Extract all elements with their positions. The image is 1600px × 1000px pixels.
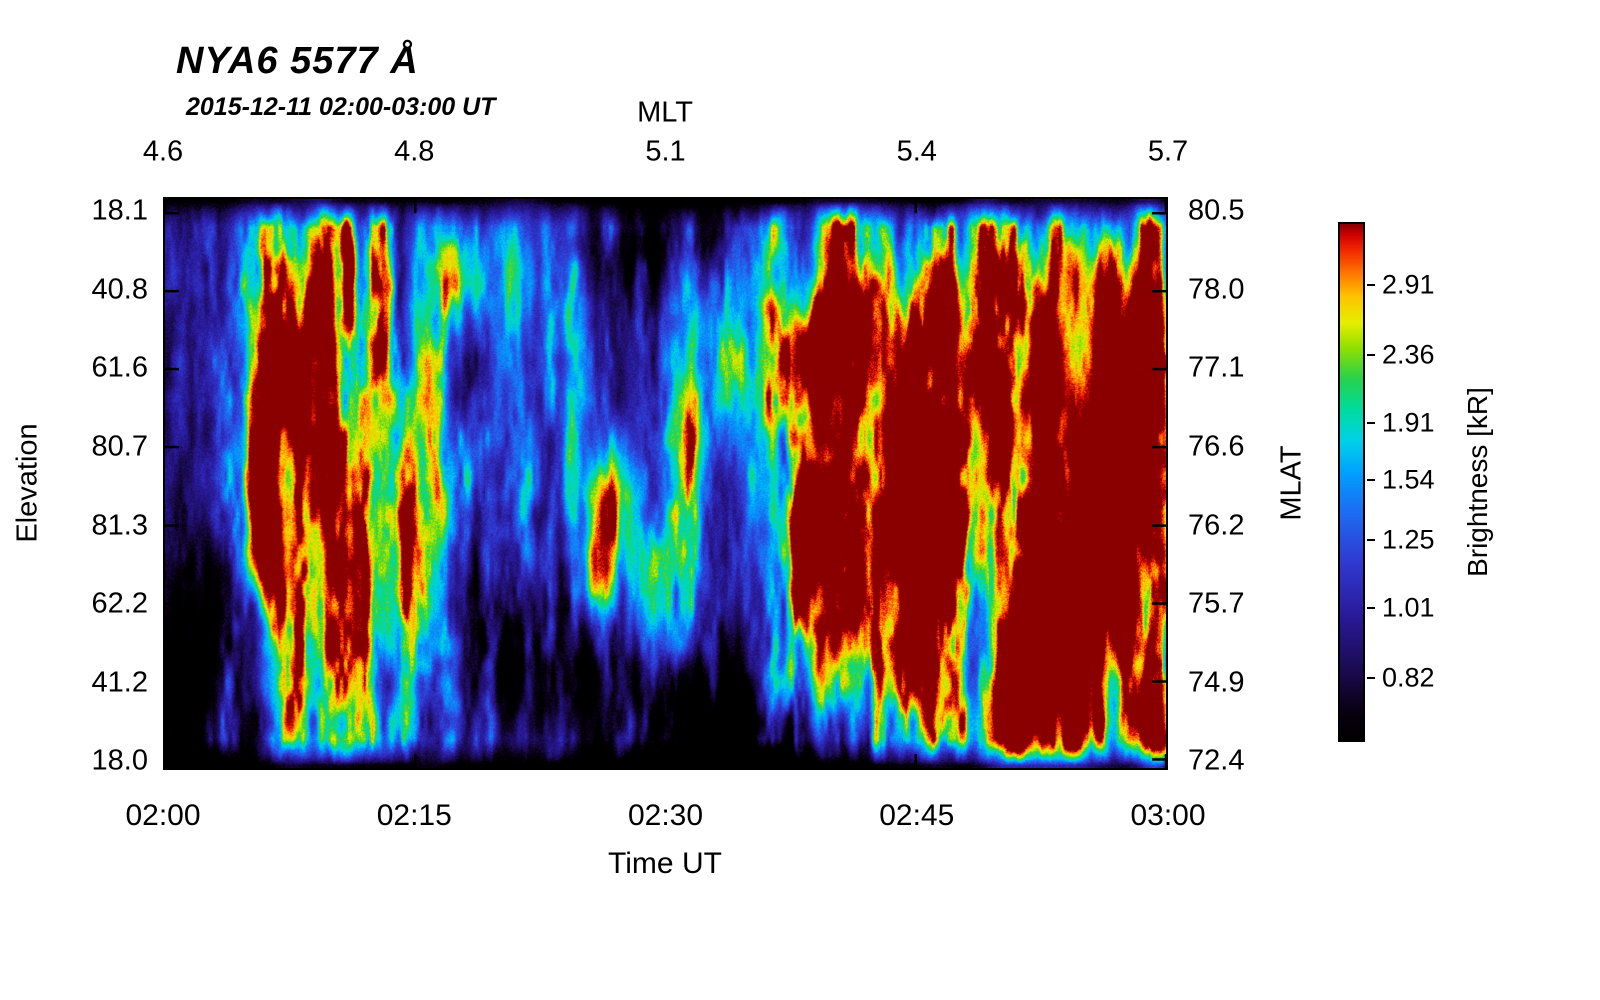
left-tick-label: 81.3 (91, 509, 148, 542)
colorbar-tick-label: 0.82 (1382, 662, 1435, 693)
right-tick-label: 75.7 (1188, 587, 1245, 620)
colorbar-tick-mark (1367, 677, 1375, 680)
plot-subtitle: 2015-12-11 02:00-03:00 UT (186, 93, 496, 121)
colorbar-tick-label: 2.36 (1382, 339, 1435, 370)
colorbar-title: Brightness [kR] (1462, 387, 1493, 577)
colorbar-tick-label: 1.91 (1382, 407, 1435, 438)
top-tick-label: 5.7 (1147, 135, 1189, 168)
heatmap-plot-area (163, 197, 1168, 770)
left-tick-label: 18.0 (91, 744, 148, 777)
colorbar-tick-mark (1367, 422, 1375, 425)
plot-title: NYA6 5577 Å (176, 40, 419, 82)
colorbar-tick-label: 1.25 (1382, 524, 1435, 555)
top-axis-title: MLT (637, 96, 693, 129)
bottom-tick-label: 03:00 (1130, 799, 1206, 832)
right-tick-label: 74.9 (1188, 666, 1245, 699)
left-tick-label: 80.7 (91, 430, 148, 463)
left-tick-label: 61.6 (91, 351, 148, 384)
colorbar-tick-mark (1367, 539, 1375, 542)
right-tick-label: 80.5 (1188, 194, 1245, 227)
right-tick-label: 77.1 (1188, 351, 1245, 384)
colorbar-tick-mark (1367, 354, 1375, 357)
bottom-axis-title: Time UT (608, 847, 722, 880)
top-tick-label: 5.1 (645, 135, 686, 168)
colorbar-tick-label: 1.54 (1382, 464, 1435, 495)
colorbar (1338, 222, 1365, 742)
top-tick-label: 4.6 (142, 135, 184, 168)
right-tick-label: 76.6 (1188, 430, 1245, 463)
top-tick-label: 5.4 (896, 135, 937, 168)
bottom-tick-label: 02:45 (879, 799, 955, 832)
colorbar-tick-label: 1.01 (1382, 592, 1435, 623)
left-tick-label: 62.2 (91, 587, 148, 620)
right-tick-label: 76.2 (1188, 509, 1245, 542)
bottom-tick-label: 02:15 (376, 799, 452, 832)
right-tick-label: 78.0 (1188, 273, 1245, 306)
left-tick-label: 40.8 (91, 273, 148, 306)
colorbar-tick-label: 2.91 (1382, 269, 1435, 300)
right-tick-label: 72.4 (1188, 744, 1245, 777)
left-tick-label: 41.2 (91, 666, 148, 699)
left-tick-label: 18.1 (91, 194, 148, 227)
colorbar-tick-mark (1367, 283, 1375, 286)
colorbar-tick-mark (1367, 606, 1375, 609)
heatmap-canvas (165, 199, 1166, 768)
bottom-tick-label: 02:30 (627, 799, 704, 832)
bottom-tick-label: 02:00 (125, 799, 201, 832)
top-tick-label: 4.8 (394, 135, 435, 168)
colorbar-tick-mark (1367, 478, 1375, 481)
colorbar-gradient (1340, 224, 1363, 740)
